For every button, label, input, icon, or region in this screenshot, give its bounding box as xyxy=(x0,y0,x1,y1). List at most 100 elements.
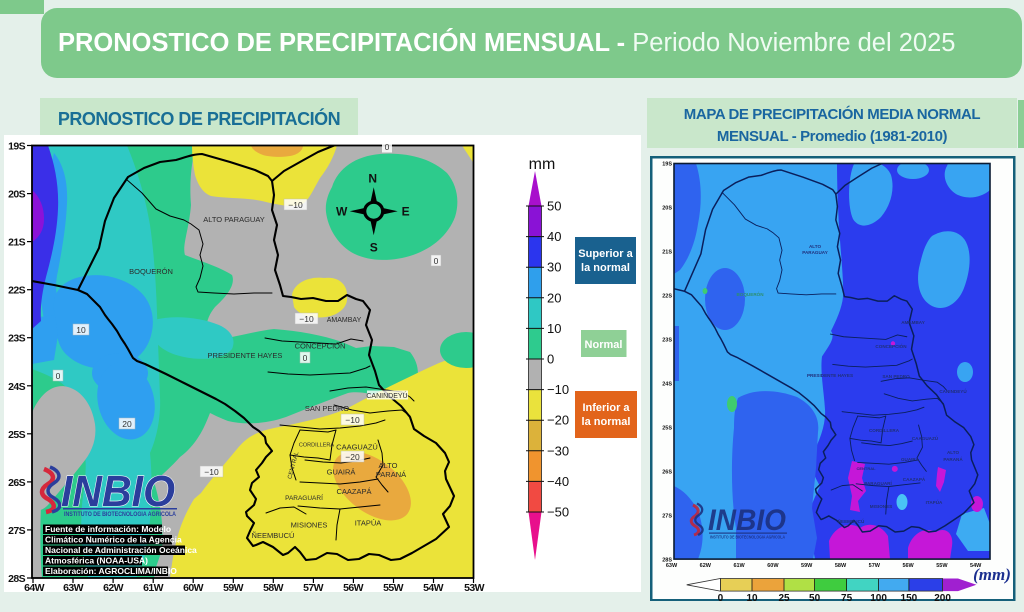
svg-text:53W: 53W xyxy=(464,582,484,592)
svg-text:PRESIDENTE HAYES: PRESIDENTE HAYES xyxy=(208,351,283,360)
svg-text:MISIONES: MISIONES xyxy=(870,504,892,509)
svg-text:63W: 63W xyxy=(666,563,678,569)
svg-text:Inferior a: Inferior a xyxy=(582,402,630,414)
svg-text:CONCEPCIÓN: CONCEPCIÓN xyxy=(875,342,907,349)
svg-text:PARANÁ: PARANÁ xyxy=(943,456,963,462)
svg-text:CENTRAL: CENTRAL xyxy=(856,466,876,471)
svg-text:E: E xyxy=(402,204,410,218)
svg-text:Fuente de información: Modelo: Fuente de información: Modelo xyxy=(45,524,171,534)
svg-text:Superior a: Superior a xyxy=(578,248,633,260)
svg-text:25: 25 xyxy=(778,593,790,602)
svg-text:54W: 54W xyxy=(970,563,982,569)
svg-text:W: W xyxy=(336,204,348,218)
svg-text:25S: 25S xyxy=(662,425,672,431)
svg-text:0: 0 xyxy=(385,142,390,152)
svg-text:CANINDEYÚ: CANINDEYÚ xyxy=(939,388,967,394)
svg-text:GUAIRÁ: GUAIRÁ xyxy=(901,456,920,462)
svg-text:Climático Numérico de la Agenc: Climático Numérico de la Agencia xyxy=(45,535,182,545)
svg-text:ALTO: ALTO xyxy=(379,461,398,470)
svg-text:20: 20 xyxy=(547,290,561,305)
svg-text:22S: 22S xyxy=(8,285,25,297)
svg-text:CAAGUAZÚ: CAAGUAZÚ xyxy=(912,435,939,441)
svg-text:ÑEEMBUCÚ: ÑEEMBUCÚ xyxy=(252,531,295,540)
svg-text:CORDILLERA: CORDILLERA xyxy=(299,443,334,449)
svg-text:100: 100 xyxy=(870,593,887,602)
svg-text:21S: 21S xyxy=(8,237,25,249)
svg-text:Nacional de Administración Oce: Nacional de Administración Oceánica xyxy=(45,545,197,555)
svg-text:59W: 59W xyxy=(801,563,813,569)
svg-text:55W: 55W xyxy=(936,563,948,569)
svg-text:10: 10 xyxy=(547,321,561,336)
svg-text:62W: 62W xyxy=(103,582,123,592)
svg-text:27S: 27S xyxy=(8,525,25,537)
svg-text:INBIO: INBIO xyxy=(708,504,786,537)
svg-text:0: 0 xyxy=(718,593,724,602)
svg-text:AMAMBAY: AMAMBAY xyxy=(901,320,925,325)
svg-text:Elaboración: AGROCLIMA/INBIO: Elaboración: AGROCLIMA/INBIO xyxy=(45,566,177,576)
svg-text:INSTITUTO DE BIOTECNOLOGIA AGR: INSTITUTO DE BIOTECNOLOGIA AGRICOLA xyxy=(710,534,785,539)
svg-text:−10: −10 xyxy=(345,415,360,425)
svg-text:26S: 26S xyxy=(8,477,25,489)
svg-text:ALTO: ALTO xyxy=(947,450,960,455)
svg-text:30: 30 xyxy=(547,260,561,275)
svg-text:MISIONES: MISIONES xyxy=(291,521,328,530)
svg-text:22S: 22S xyxy=(662,293,672,299)
svg-text:56W: 56W xyxy=(343,582,363,592)
svg-text:27S: 27S xyxy=(662,513,672,519)
svg-text:GUAIRÁ: GUAIRÁ xyxy=(327,468,356,477)
svg-text:ITAPÚA: ITAPÚA xyxy=(355,519,382,528)
svg-text:SAN PEDRO: SAN PEDRO xyxy=(305,404,349,413)
svg-text:BOQUERÓN: BOQUERÓN xyxy=(129,267,173,276)
svg-text:58W: 58W xyxy=(835,563,847,569)
svg-text:SAN PEDRO: SAN PEDRO xyxy=(882,374,910,379)
svg-text:−20: −20 xyxy=(345,452,360,462)
svg-text:23S: 23S xyxy=(662,337,672,343)
svg-text:24S: 24S xyxy=(662,381,672,387)
svg-text:40: 40 xyxy=(547,229,561,244)
svg-text:−40: −40 xyxy=(547,474,569,489)
svg-text:61W: 61W xyxy=(733,563,745,569)
svg-text:20S: 20S xyxy=(8,189,25,201)
svg-text:19S: 19S xyxy=(8,141,25,153)
svg-text:25S: 25S xyxy=(8,429,25,441)
svg-text:PARAGUAY: PARAGUAY xyxy=(802,250,828,255)
svg-text:24S: 24S xyxy=(8,381,25,393)
svg-text:19S: 19S xyxy=(662,161,672,167)
svg-text:200: 200 xyxy=(934,593,951,602)
svg-text:−30: −30 xyxy=(547,443,569,458)
svg-text:10: 10 xyxy=(76,325,86,335)
svg-text:ALTO PARAGUAY: ALTO PARAGUAY xyxy=(203,215,265,224)
svg-text:PARAGUARÍ: PARAGUARÍ xyxy=(864,479,892,486)
svg-text:21S: 21S xyxy=(662,249,672,255)
svg-text:50: 50 xyxy=(809,593,821,602)
svg-text:57W: 57W xyxy=(869,563,881,569)
svg-text:54W: 54W xyxy=(423,582,443,592)
svg-text:N: N xyxy=(368,171,377,185)
svg-text:63W: 63W xyxy=(63,582,83,592)
svg-text:−10: −10 xyxy=(204,467,219,477)
svg-text:−10: −10 xyxy=(299,314,314,324)
svg-text:ÑEEMBUCÚ: ÑEEMBUCÚ xyxy=(838,518,865,524)
svg-text:64W: 64W xyxy=(24,582,44,592)
svg-text:61W: 61W xyxy=(143,582,163,592)
svg-text:CAAZAPÁ: CAAZAPÁ xyxy=(903,476,926,482)
svg-text:62W: 62W xyxy=(700,563,712,569)
svg-text:20: 20 xyxy=(122,419,132,429)
svg-text:10: 10 xyxy=(746,593,758,602)
svg-text:Atmosférica (NOAA-USA): Atmosférica (NOAA-USA) xyxy=(45,556,148,566)
svg-text:PARAGUARÍ: PARAGUARÍ xyxy=(285,493,323,502)
svg-text:20S: 20S xyxy=(662,205,672,211)
svg-text:50: 50 xyxy=(547,199,561,214)
svg-text:60W: 60W xyxy=(767,563,779,569)
svg-text:(mm): (mm) xyxy=(973,565,1011,584)
svg-text:S: S xyxy=(370,240,378,254)
svg-text:ALTO: ALTO xyxy=(809,244,822,249)
svg-text:−50: −50 xyxy=(547,505,569,520)
svg-text:CONCEPCIÓN: CONCEPCIÓN xyxy=(295,342,346,351)
svg-text:CAAGUAZÚ: CAAGUAZÚ xyxy=(336,443,378,452)
svg-text:BOQUERÓN: BOQUERÓN xyxy=(736,290,764,297)
svg-text:75: 75 xyxy=(841,593,853,602)
svg-text:la normal: la normal xyxy=(582,416,631,428)
svg-text:ITAPÚA: ITAPÚA xyxy=(926,499,943,505)
svg-text:−20: −20 xyxy=(547,413,569,428)
